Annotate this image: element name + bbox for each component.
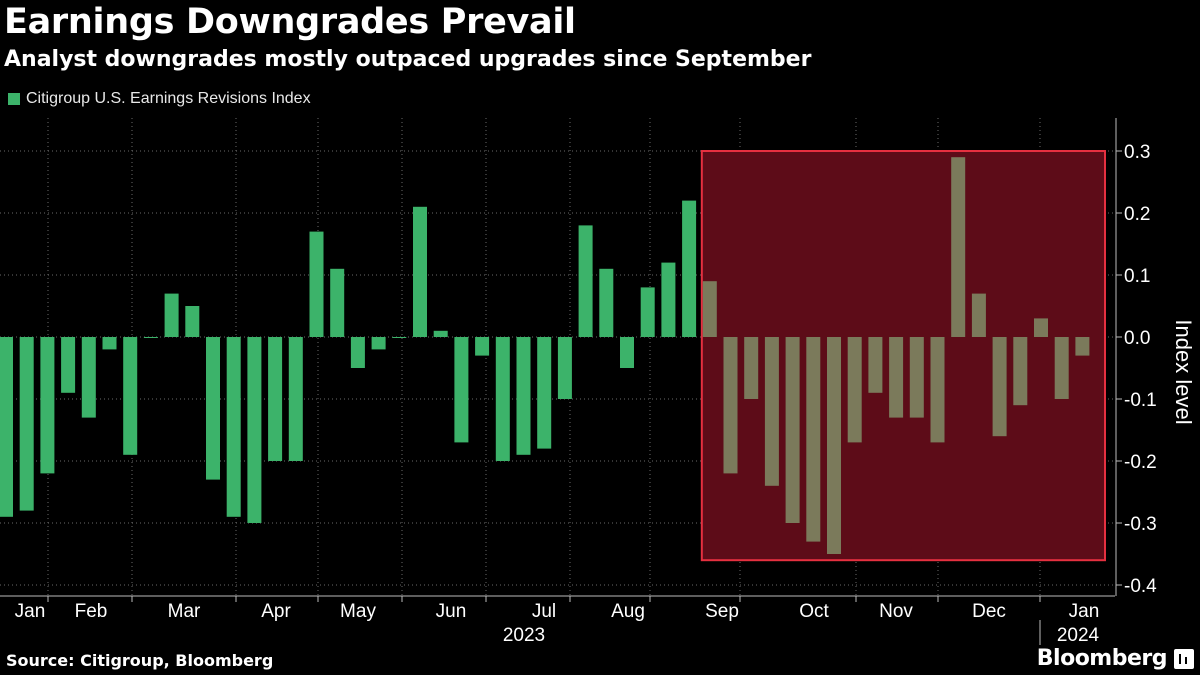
bar <box>0 337 13 517</box>
x-tick-label: Oct <box>799 601 829 622</box>
x-tick-label: Apr <box>261 601 291 622</box>
x-tick-label: Dec <box>972 601 1006 622</box>
x-tick-label: Jun <box>436 601 467 622</box>
y-tick-label: -0.4 <box>1124 576 1157 597</box>
y-tick-label: -0.3 <box>1124 514 1157 535</box>
bar <box>847 337 862 443</box>
bar <box>81 337 96 418</box>
bar <box>537 337 552 449</box>
x-tick-label: Mar <box>168 601 201 622</box>
bar <box>868 337 883 393</box>
bar <box>102 337 117 350</box>
x-tick-label: Nov <box>879 601 913 622</box>
bar <box>578 225 593 337</box>
bar <box>599 268 614 337</box>
bar <box>909 337 924 418</box>
x-tick-label: Aug <box>611 601 645 622</box>
brand-logo: Bloomberg <box>1036 646 1168 671</box>
legend-swatch <box>8 93 20 105</box>
bar <box>889 337 904 418</box>
bar <box>723 337 738 474</box>
year-label: 2023 <box>503 625 545 646</box>
bar <box>951 157 966 337</box>
bloomberg-icon <box>1174 649 1194 669</box>
bar <box>61 337 76 393</box>
bar <box>764 337 779 486</box>
x-tick-label: Feb <box>75 601 108 622</box>
y-tick-label: 0.3 <box>1124 142 1150 163</box>
chart-title: Earnings Downgrades Prevail <box>4 2 576 42</box>
bar <box>123 337 138 455</box>
bar <box>413 206 427 337</box>
year-label: 2024 <box>1057 625 1100 646</box>
bar <box>806 337 821 542</box>
source-note: Source: Citigroup, Bloomberg <box>6 651 274 670</box>
bar <box>620 337 634 368</box>
bar <box>661 262 676 337</box>
bar <box>40 337 55 474</box>
bar <box>454 337 469 443</box>
y-axis-title: Index level <box>1171 319 1196 424</box>
bar <box>992 337 1007 437</box>
bar <box>495 337 510 461</box>
bar <box>164 293 179 337</box>
bar <box>309 231 324 337</box>
bar <box>557 337 572 399</box>
legend-label: Citigroup U.S. Earnings Revisions Index <box>26 90 311 107</box>
bar <box>350 337 365 368</box>
bar <box>268 337 283 461</box>
bar <box>475 337 490 356</box>
bar <box>1075 337 1090 356</box>
x-tick-label: May <box>340 601 376 622</box>
bar <box>143 337 158 338</box>
x-tick-label: Jan <box>15 601 46 622</box>
y-tick-label: -0.1 <box>1124 390 1157 411</box>
bar <box>392 337 407 338</box>
bar <box>516 337 531 455</box>
bar <box>371 337 386 350</box>
bar <box>330 268 345 337</box>
y-tick-label: -0.2 <box>1124 452 1157 473</box>
x-tick-label: Jan <box>1069 601 1100 622</box>
bar <box>185 306 200 337</box>
bar <box>247 337 262 523</box>
bar <box>744 337 759 399</box>
bar <box>640 287 655 337</box>
bar <box>682 200 697 337</box>
bar <box>1013 337 1028 406</box>
legend: Citigroup U.S. Earnings Revisions Index <box>8 90 311 108</box>
x-tick-label: Sep <box>705 601 739 622</box>
x-tick-label: Jul <box>532 601 556 622</box>
highlight-box <box>700 150 1106 562</box>
bar <box>433 330 448 337</box>
bar <box>785 337 800 523</box>
bar <box>1034 318 1048 337</box>
chart-subtitle: Analyst downgrades mostly outpaced upgra… <box>4 47 812 72</box>
y-tick-label: 0.1 <box>1124 266 1150 287</box>
bar <box>288 337 303 461</box>
bar <box>19 337 34 511</box>
y-tick-label: 0.0 <box>1124 328 1150 349</box>
bar <box>827 337 841 554</box>
y-tick-label: 0.2 <box>1124 204 1150 225</box>
bar <box>1054 337 1069 399</box>
bar <box>930 337 945 443</box>
bar <box>702 281 717 337</box>
bar <box>206 337 220 480</box>
bar <box>971 293 986 337</box>
bar <box>226 337 241 517</box>
